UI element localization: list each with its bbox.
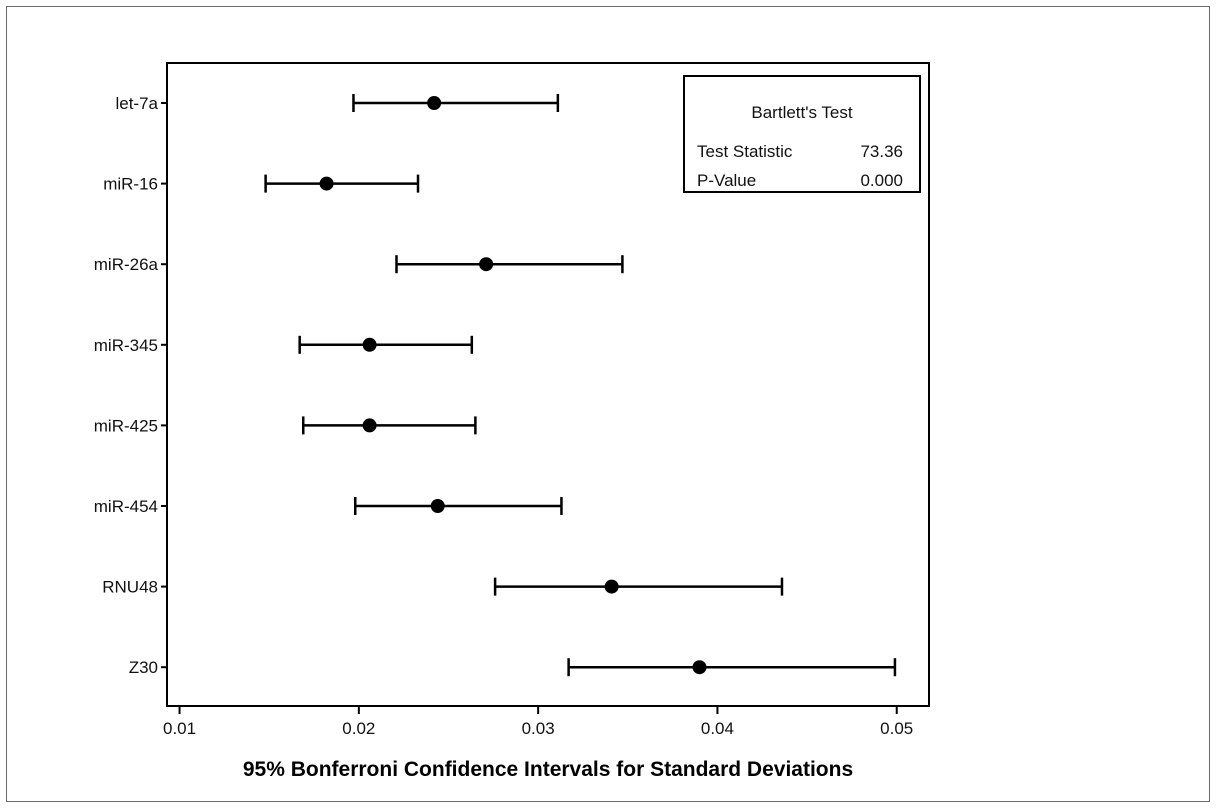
estimate-point <box>692 660 707 675</box>
estimate-point <box>479 257 494 272</box>
plot-area <box>166 62 930 707</box>
test-box-title: Bartlett's Test <box>751 103 852 122</box>
estimate-point <box>362 337 377 352</box>
estimate-point <box>362 418 377 433</box>
category-label: RNU48 <box>102 578 158 597</box>
estimate-point <box>430 499 445 513</box>
estimate-point <box>604 579 619 594</box>
category-label: miR-454 <box>94 497 158 516</box>
test-statistic-value: 73.36 <box>860 142 903 161</box>
x-tick-label: 0.02 <box>342 719 375 738</box>
x-axis-label: 95% Bonferroni Confidence Intervals for … <box>243 758 853 781</box>
category-label: miR-26a <box>94 255 159 274</box>
x-tick-label: 0.03 <box>522 719 555 738</box>
chart-frame <box>6 6 1210 802</box>
p-value-value: 0.000 <box>860 171 903 190</box>
test-statistic-label: Test Statistic <box>697 142 793 161</box>
category-label: miR-16 <box>103 175 158 194</box>
estimate-point <box>427 96 442 110</box>
bartletts-test-box: Bartlett's Test Test Statistic 73.36 P-V… <box>683 75 921 193</box>
category-label: miR-345 <box>94 336 158 355</box>
p-value-label: P-Value <box>697 171 756 190</box>
category-label: let-7a <box>115 94 158 113</box>
x-tick-label: 0.01 <box>163 719 196 738</box>
x-tick-label: 0.04 <box>701 719 734 738</box>
estimate-point <box>319 176 334 191</box>
category-label: Z30 <box>129 658 158 677</box>
test-box-frame <box>683 75 921 193</box>
category-label: miR-425 <box>94 416 158 435</box>
x-tick-label: 0.05 <box>880 719 913 738</box>
